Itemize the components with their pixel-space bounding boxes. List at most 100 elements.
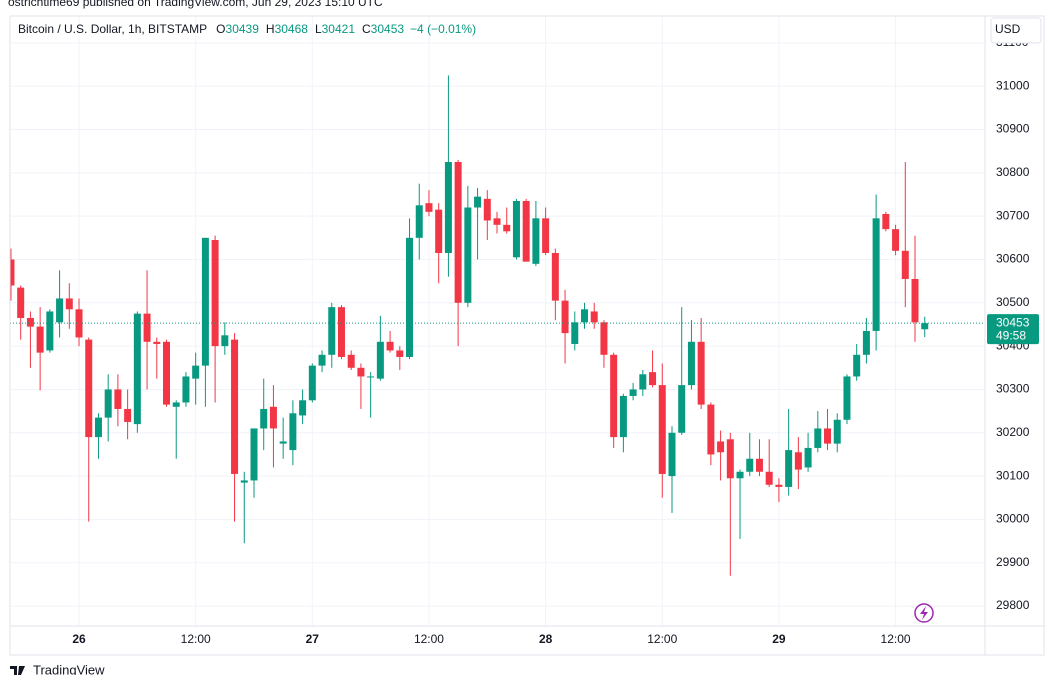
candle-body [726,439,734,479]
ohlc-label: O [216,22,225,36]
candle-body [493,218,501,225]
y-tick-label: 31000 [996,78,1030,92]
candle-body [542,218,550,253]
candle-body [794,452,802,470]
candle-body [522,200,530,262]
candle-body [765,471,773,485]
candle-body [328,307,336,355]
candle-body [551,252,559,301]
candle-body [56,298,64,323]
candle-body [192,365,200,379]
candle-body [231,339,239,474]
candle-body [376,341,384,379]
candle-body [396,350,404,357]
logo: TradingView [33,662,105,675]
candle-body [649,372,657,386]
candle-body [882,213,890,230]
candle-body [833,419,841,444]
candle-body [717,441,725,453]
y-tick-label: 30900 [996,122,1030,136]
candle-body [347,354,355,368]
candle-body [406,237,414,357]
candle-body [464,207,472,303]
candle-body [639,374,647,390]
candle-body [503,224,511,232]
y-tick-label: 30100 [996,468,1030,482]
currency[interactable]: USD [995,22,1021,36]
candle-body [707,404,715,455]
candle-body [911,278,919,323]
candle-body [337,307,345,357]
candle-body [629,389,637,396]
candle-body [65,298,73,310]
candle-body [269,406,277,429]
candle-body [308,365,316,401]
candle-body [862,330,870,355]
candle-body [581,309,589,323]
y-tick-label: 30800 [996,165,1030,179]
candle-body [814,428,822,448]
candle-body [610,354,618,438]
x-tick-label: 12:00 [647,632,677,646]
x-tick-label: 26 [72,632,86,646]
candle-body [26,317,34,327]
candle-body [104,389,112,418]
candle-body [619,395,627,438]
symbol-header: Bitcoin / U.S. Dollar, 1h, BITSTAMP O3043… [18,22,476,36]
candle-body [124,408,132,422]
currency-box[interactable] [990,17,1042,44]
countdown: 49:58 [996,328,1026,342]
candle-body [163,341,171,405]
candle-body [561,300,569,334]
y-tick-label: 29800 [996,598,1030,612]
candle-body [357,367,365,377]
candle-body [512,200,520,258]
candles [10,75,985,576]
last-price-label: 30453 [996,315,1030,329]
candle-body [590,311,598,323]
candle-body [921,323,929,330]
candle-body [454,162,462,303]
candle-body [260,408,268,429]
event-icon-bolt [920,606,928,620]
candle-body [46,311,54,351]
candle-body [85,339,93,438]
candle-body [775,484,783,487]
x-tick-label: 28 [539,632,553,646]
candle-body [901,250,909,279]
y-tick-label: 30700 [996,208,1030,222]
candle-body [824,428,832,444]
ohlc-value: 30468 [275,22,309,36]
candle-body [289,413,297,451]
candle-body [114,389,122,409]
candle-body [435,209,443,253]
candle-body [668,432,676,477]
candle-body [746,458,754,472]
candle-body [221,335,229,347]
candle-body [250,428,258,481]
candle-body [483,198,491,221]
candle-body [474,196,482,208]
candle-body [687,341,695,386]
ohlc-label: H [266,22,275,36]
ohlc-value: 30439 [226,22,260,36]
y-tick-label: 30300 [996,382,1030,396]
candle-body [892,229,900,251]
event-icon[interactable] [914,603,934,623]
candle-body [10,259,15,286]
x-tick-label: 29 [772,632,786,646]
candle-body [425,203,433,212]
candle-body [386,341,394,351]
candle-body [133,313,141,425]
candle-body [658,385,666,474]
candle-body [532,218,540,264]
byline: ostrichtime69 published on TradingView.c… [8,0,383,9]
candle-body [172,402,180,407]
ohlc-value: 30421 [322,22,356,36]
y-tick-label: 30600 [996,252,1030,266]
y-tick-label: 30200 [996,425,1030,439]
x-tick-label: 12:00 [181,632,211,646]
candle-body [755,458,763,472]
candle-body [678,385,686,433]
